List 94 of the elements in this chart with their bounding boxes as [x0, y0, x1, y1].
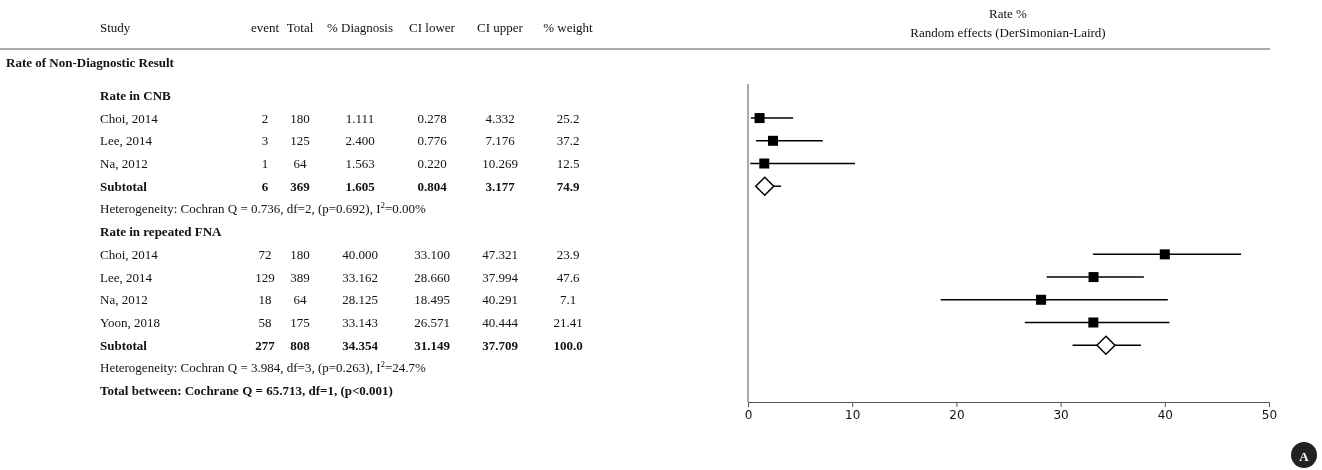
- data-label: 33.143: [342, 315, 378, 330]
- x-tick-label: 10: [845, 407, 861, 422]
- point: [768, 135, 779, 146]
- data-label: 40.444: [482, 315, 519, 330]
- data-label: 175: [290, 315, 310, 330]
- data-label: 31.149: [414, 337, 451, 353]
- data-label: 21.41: [553, 315, 583, 330]
- text: CI lower: [409, 20, 456, 35]
- data-label: 33.162: [342, 269, 378, 285]
- data-label: 28.660: [414, 269, 450, 285]
- data-label: 0.776: [417, 133, 448, 149]
- data-label: 3: [261, 133, 269, 149]
- text: Study: [100, 20, 131, 35]
- data-label: 37.994: [482, 269, 519, 285]
- category-label: Subtotal: [100, 337, 148, 353]
- data-label: 18.495: [414, 292, 450, 308]
- text: Rate of Non-Diagnostic Result: [6, 55, 175, 70]
- x-tick-label: 40: [1157, 407, 1173, 422]
- data-label: 37.2: [556, 133, 580, 149]
- data-label: 34.354: [342, 337, 379, 353]
- category-label: Lee, 2014: [100, 133, 153, 149]
- data-label: 389: [290, 269, 310, 285]
- category-label: Lee, 2014: [100, 269, 153, 285]
- data-label: 1.111: [345, 110, 375, 126]
- text: CI upper: [477, 20, 524, 35]
- data-label: 64: [293, 156, 307, 171]
- data-label: 23.9: [556, 246, 580, 262]
- data-label: 100.0: [553, 337, 583, 353]
- data-label: 3.177: [485, 178, 516, 194]
- point: [754, 176, 775, 196]
- data-label: 6: [261, 178, 269, 194]
- text: event: [250, 20, 280, 35]
- data-label: 28.125: [342, 292, 378, 308]
- data-label: 40.000: [342, 246, 378, 262]
- data-label: 10.269: [482, 156, 518, 171]
- text: Total: [286, 20, 314, 35]
- data-label: 4.332: [485, 110, 515, 126]
- category-label: Choi, 2014: [100, 246, 159, 262]
- chart-title: Rate %: [989, 6, 1028, 21]
- point: [1088, 272, 1099, 283]
- data-label: 7.1: [559, 292, 577, 308]
- category-label: Choi, 2014: [100, 110, 159, 126]
- data-label: 33.100: [414, 246, 450, 262]
- text: A: [1299, 449, 1310, 464]
- data-label: 1.605: [345, 178, 376, 194]
- category-label: Na, 2012: [100, 292, 148, 308]
- data-label: 40.291: [482, 292, 518, 308]
- data-label: 180: [290, 110, 310, 126]
- category-label: Rate in repeated FNA: [100, 224, 223, 240]
- x-tick-label: 50: [1261, 407, 1278, 422]
- data-label: 0.804: [417, 178, 448, 194]
- category-label: Yoon, 2018: [100, 315, 161, 330]
- data-label: 125: [290, 133, 310, 149]
- data-label: 129: [255, 269, 275, 285]
- data-label: 18: [258, 292, 272, 308]
- data-label: 7.176: [485, 133, 516, 149]
- category-label: Heterogeneity: Cochran Q = 0.736, df=2, (p=0.692), I$^{2}$=0.00%: [100, 200, 427, 217]
- data-label: 369: [290, 178, 311, 194]
- data-label: 72: [258, 246, 272, 262]
- x-tick-label: 20: [949, 407, 965, 422]
- point: [1088, 317, 1099, 328]
- data-label: 47.321: [482, 246, 518, 262]
- point: [754, 113, 765, 124]
- data-label: 25.2: [556, 110, 580, 126]
- text: % weight: [543, 20, 594, 35]
- data-label: 12.5: [556, 156, 580, 171]
- data-label: 64: [293, 292, 307, 308]
- data-label: 37.709: [482, 337, 519, 353]
- point: [1096, 335, 1116, 355]
- data-label: 26.571: [414, 315, 450, 330]
- data-label: 0.220: [417, 156, 447, 171]
- data-label: 808: [290, 337, 311, 353]
- data-label: 1: [261, 156, 269, 171]
- point: [1036, 294, 1047, 305]
- category-label: Na, 2012: [100, 156, 148, 171]
- category-label: Heterogeneity: Cochran Q = 3.984, df=3, (p=0.263), I$^{2}$=24.7%: [100, 359, 427, 376]
- category-label: Total between: Cochrane Q = 65.713, df=1, (p<0.001): [100, 383, 393, 399]
- data-label: 1.563: [345, 156, 375, 171]
- data-label: 58: [258, 315, 272, 330]
- x-tick-label: 30: [1053, 407, 1069, 422]
- point: [759, 158, 770, 169]
- data-label: 74.9: [556, 178, 580, 194]
- data-label: 2.400: [345, 133, 375, 149]
- data-label: 277: [255, 337, 276, 353]
- data-label: 47.6: [556, 269, 580, 285]
- data-label: 2: [261, 110, 269, 126]
- text: % Diagnosis: [326, 20, 394, 35]
- point: [1159, 249, 1170, 260]
- category-label: Rate in CNB: [100, 87, 172, 103]
- x-tick-label: 0: [744, 407, 753, 422]
- category-label: Subtotal: [100, 178, 148, 194]
- data-label: 0.278: [417, 110, 447, 126]
- data-label: 180: [290, 246, 310, 262]
- chart-subtitle: Random effects (DerSimonian-Laird): [910, 25, 1106, 40]
